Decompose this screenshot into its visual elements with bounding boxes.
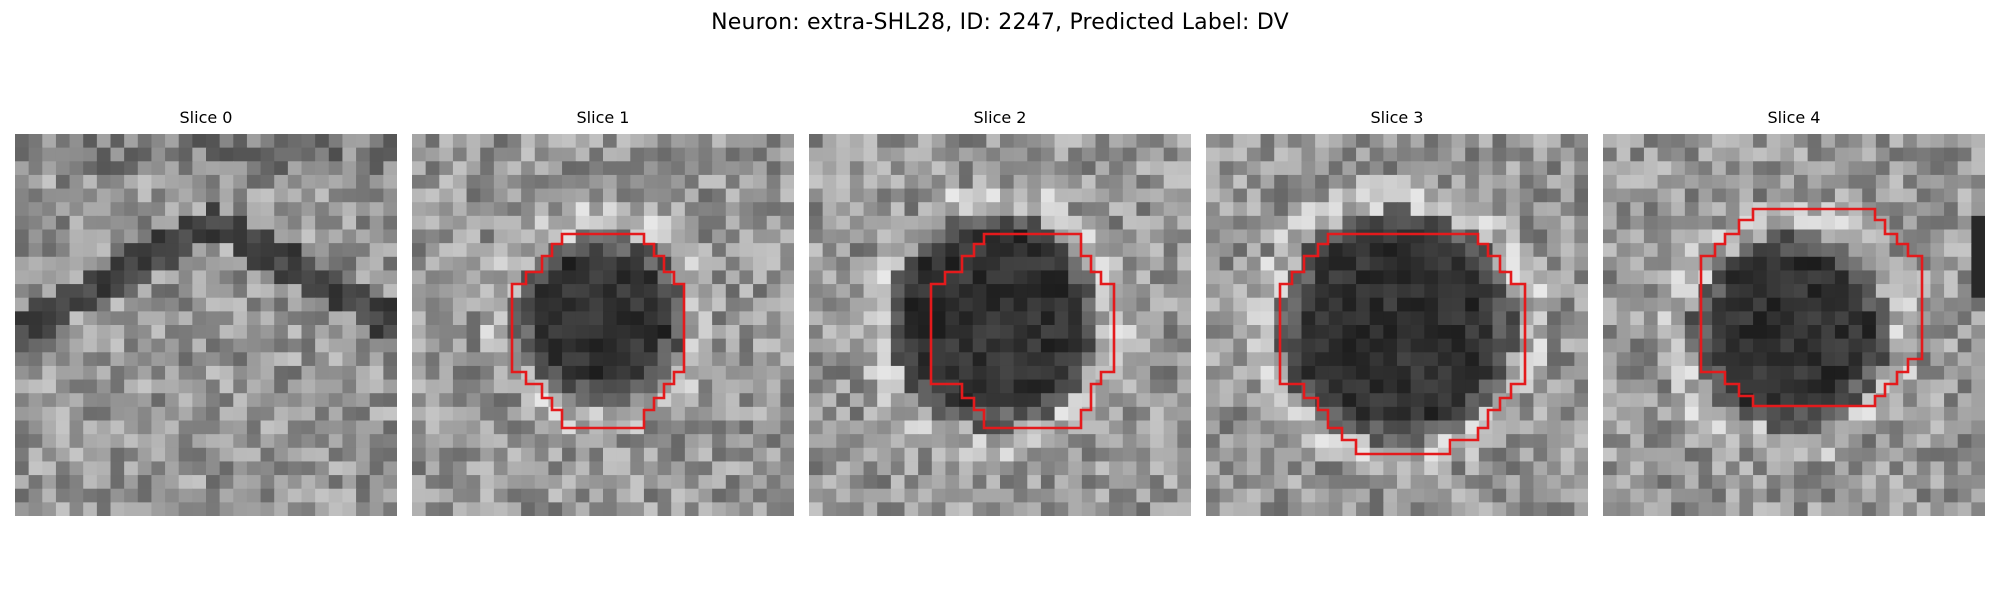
- slice-panel-2: Slice 2: [809, 108, 1191, 516]
- segmentation-contour-1: [510, 232, 686, 430]
- slice-image-1: [412, 134, 794, 516]
- slice-image-3: [1206, 134, 1588, 516]
- segmentation-contour-4: [1699, 207, 1924, 408]
- segmentation-contour-2: [929, 232, 1116, 430]
- slice-title-0: Slice 0: [179, 108, 233, 127]
- slice-title-2: Slice 2: [973, 108, 1027, 127]
- figure-title: Neuron: extra-SHL28, ID: 2247, Predicted…: [711, 10, 1289, 35]
- slice-panel-4: Slice 4: [1603, 108, 1985, 516]
- slice-panel-3: Slice 3: [1206, 108, 1588, 516]
- pixel-grid-1: [412, 134, 794, 516]
- pixel-grid-2: [809, 134, 1191, 516]
- pixel-grid-3: [1206, 134, 1588, 516]
- slice-title-4: Slice 4: [1767, 108, 1821, 127]
- slice-panel-0: Slice 0: [15, 108, 397, 516]
- segmentation-contour-3: [1278, 232, 1527, 456]
- slice-title-1: Slice 1: [576, 108, 630, 127]
- slice-image-0: [15, 134, 397, 516]
- pixel-grid-4: [1603, 134, 1985, 516]
- slice-image-2: [809, 134, 1191, 516]
- slice-title-3: Slice 3: [1370, 108, 1424, 127]
- pixel-grid-0: [15, 134, 397, 516]
- slice-panel-1: Slice 1: [412, 108, 794, 516]
- slice-image-4: [1603, 134, 1985, 516]
